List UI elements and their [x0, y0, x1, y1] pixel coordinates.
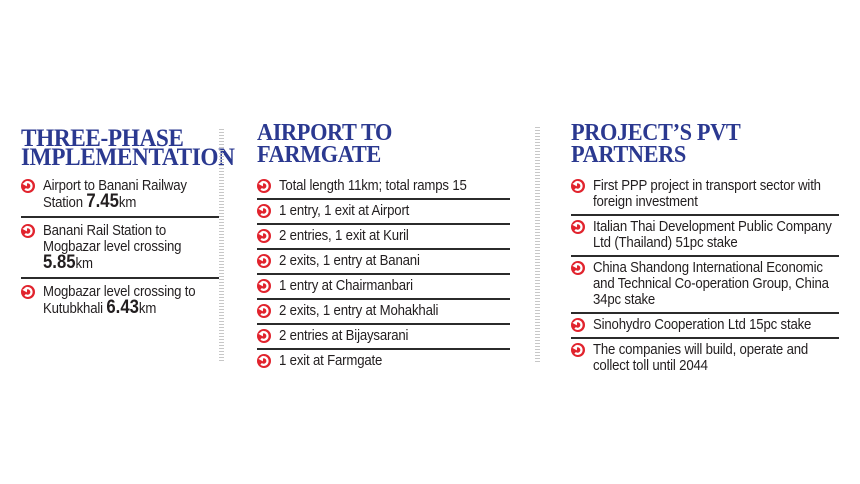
fact-text: 1 entry, 1 exit at Airport — [279, 202, 410, 219]
curved-arrow-icon — [21, 179, 35, 193]
curved-arrow-icon — [571, 343, 585, 357]
route-label: Mogbazar level crossing to Kutubkhali — [43, 283, 196, 317]
separator-line — [571, 214, 839, 216]
curved-arrow-icon — [257, 279, 271, 293]
fact-item: The companies will build, operate and co… — [571, 339, 839, 378]
separator-line — [257, 223, 510, 225]
separator-line — [257, 298, 510, 300]
fact-item: 1 entry, 1 exit at Airport — [257, 200, 510, 223]
curved-arrow-icon — [257, 229, 271, 243]
fact-text: 2 entries, 1 exit at Kuril — [279, 227, 409, 244]
curved-arrow-icon — [257, 254, 271, 268]
separator-line — [257, 198, 510, 200]
dotted-column-divider — [535, 127, 540, 363]
distance-value: 6.43 — [106, 297, 139, 318]
fact-item: 1 entry at Chairmanbari — [257, 275, 510, 298]
dotted-column-divider — [219, 129, 224, 362]
separator-line — [257, 348, 510, 350]
distance-value: 7.45 — [86, 191, 119, 212]
fact-item: 1 exit at Farmgate — [257, 350, 510, 373]
panel-projects-pvt-partners: PROJECT’S PVT PARTNERS First PPP project… — [571, 120, 839, 378]
curved-arrow-icon — [571, 261, 585, 275]
fact-item: Italian Thai Development Public Company … — [571, 216, 839, 255]
fact-item: First PPP project in transport sector wi… — [571, 175, 839, 214]
curved-arrow-icon — [21, 224, 35, 238]
curved-arrow-icon — [257, 179, 271, 193]
separator-line — [257, 273, 510, 275]
fact-item: 2 entries, 1 exit at Kuril — [257, 225, 510, 248]
fact-text: 1 exit at Farmgate — [279, 352, 383, 369]
fact-item: Banani Rail Station to Mogbazar level cr… — [21, 223, 219, 272]
curved-arrow-icon — [571, 318, 585, 332]
separator-line — [21, 216, 219, 218]
separator-line — [21, 277, 219, 279]
fact-text: Sinohydro Cooperation Ltd 15pc stake — [593, 316, 812, 333]
fact-text: 2 exits, 1 entry at Banani — [279, 252, 420, 269]
fact-item: Mogbazar level crossing to Kutubkhali 6.… — [21, 284, 219, 317]
separator-line — [571, 255, 839, 257]
fact-item: 2 exits, 1 entry at Banani — [257, 250, 510, 273]
curved-arrow-icon — [571, 220, 585, 234]
separator-line — [257, 323, 510, 325]
fact-text: China Shandong International Economic an… — [593, 259, 829, 308]
fact-text: Banani Rail Station to Mogbazar level cr… — [43, 222, 182, 273]
fact-item: 2 entries at Bijaysarani — [257, 325, 510, 348]
curved-arrow-icon — [257, 204, 271, 218]
curved-arrow-icon — [257, 354, 271, 368]
fact-text: Total length 11km; total ramps 15 — [279, 177, 467, 194]
fact-text: Mogbazar level crossing to Kutubkhali 6.… — [43, 283, 196, 318]
curved-arrow-icon — [21, 285, 35, 299]
distance-unit: km — [118, 194, 137, 211]
separator-line — [257, 248, 510, 250]
distance-unit: km — [138, 300, 157, 317]
fact-text: First PPP project in transport sector wi… — [593, 177, 821, 210]
fact-text: Italian Thai Development Public Company … — [593, 218, 832, 251]
fact-item: Airport to Banani Railway Station 7.45km — [21, 178, 219, 211]
fact-text: 1 entry at Chairmanbari — [279, 277, 413, 294]
route-label: Airport to Banani Railway Station — [43, 177, 187, 211]
panel-title: PROJECT’S PVT PARTNERS — [571, 120, 740, 168]
separator-line — [571, 312, 839, 314]
fact-text: 2 entries at Bijaysarani — [279, 327, 409, 344]
separator-line — [571, 337, 839, 339]
curved-arrow-icon — [257, 304, 271, 318]
panel-title: THREE-PHASE IMPLEMENTATION — [21, 125, 235, 171]
route-label: Banani Rail Station to Mogbazar level cr… — [43, 222, 182, 255]
curved-arrow-icon — [257, 329, 271, 343]
panel-three-phase-implementation: THREE-PHASE IMPLEMENTATION Airport to Ba… — [21, 125, 235, 317]
fact-item: 2 exits, 1 entry at Mohakhali — [257, 300, 510, 323]
fact-item: China Shandong International Economic an… — [571, 257, 839, 312]
curved-arrow-icon — [571, 179, 585, 193]
distance-unit: km — [75, 255, 93, 272]
fact-text: Airport to Banani Railway Station 7.45km — [43, 177, 187, 212]
fact-item: Sinohydro Cooperation Ltd 15pc stake — [571, 314, 839, 337]
fact-text: 2 exits, 1 entry at Mohakhali — [279, 302, 439, 319]
fact-item: Total length 11km; total ramps 15 — [257, 175, 510, 198]
fact-text: The companies will build, operate and co… — [593, 341, 809, 374]
panel-title: AIRPORT TO FARMGATE — [257, 120, 393, 168]
panel-airport-to-farmgate: AIRPORT TO FARMGATE Total length 11km; t… — [257, 120, 510, 373]
distance-value: 5.85 — [43, 252, 76, 273]
